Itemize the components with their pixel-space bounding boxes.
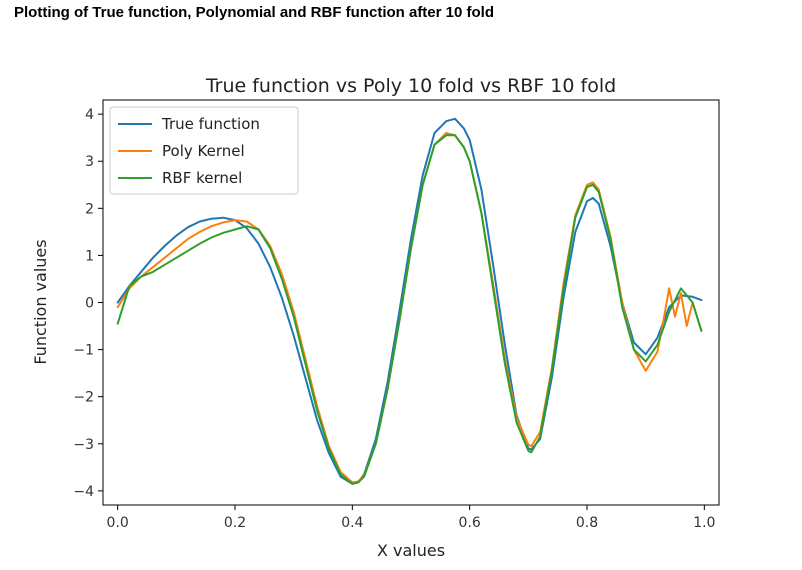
x-tick-label: 0.2 (224, 515, 246, 531)
legend-label-0: True function (161, 115, 260, 133)
legend: True function Poly Kernel RBF kernel (109, 106, 299, 195)
x-tick-label: 0.6 (459, 515, 481, 531)
y-tick-label: 4 (85, 107, 94, 123)
y-tick-label: −2 (73, 390, 94, 406)
chart-title: True function vs Poly 10 fold vs RBF 10 … (205, 75, 616, 97)
legend-box (109, 106, 299, 195)
legend-label-1: Poly Kernel (162, 142, 245, 160)
y-tick-label: 1 (85, 248, 94, 264)
x-tick-label: 1.0 (693, 515, 715, 531)
figure-caption: Plotting of True function, Polynomial an… (14, 4, 494, 21)
y-tick-label: 3 (85, 154, 94, 170)
x-axis-label: X values (377, 541, 445, 560)
x-tick-label: 0.0 (107, 515, 129, 531)
x-tick-label: 0.8 (576, 515, 598, 531)
y-tick-label: −4 (73, 484, 94, 500)
y-tick-label: −1 (73, 343, 94, 359)
legend-label-2: RBF kernel (162, 169, 242, 187)
y-tick-label: −3 (73, 437, 94, 453)
plot-area (116, 117, 703, 485)
series-line-2 (116, 134, 703, 485)
y-tick-label: 0 (85, 296, 94, 312)
axis-ticks: 0.0 0.2 0.4 0.6 0.8 1.0 4 3 2 1 0 −1 −2 −3 −4 (73, 107, 715, 531)
y-axis-label: Function values (31, 239, 50, 364)
series-line-0 (116, 117, 703, 485)
y-tick-label: 2 (85, 201, 94, 217)
x-tick-label: 0.4 (341, 515, 363, 531)
